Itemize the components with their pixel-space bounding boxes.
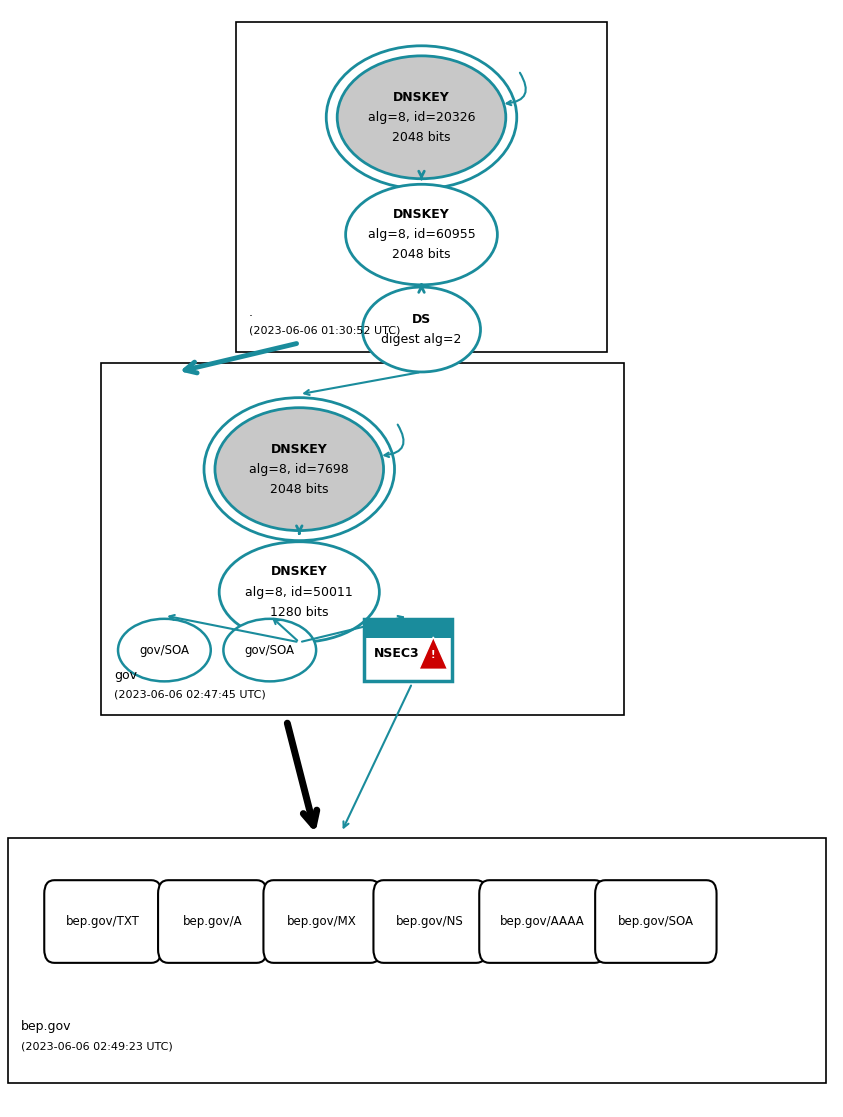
Text: bep.gov/NS: bep.gov/NS (396, 915, 464, 928)
Text: alg=8, id=50011: alg=8, id=50011 (245, 585, 353, 599)
Text: DS: DS (412, 313, 431, 326)
Text: gov/SOA: gov/SOA (139, 643, 190, 657)
Text: alg=8, id=60955: alg=8, id=60955 (368, 228, 475, 241)
FancyBboxPatch shape (158, 880, 266, 963)
Text: NSEC3: NSEC3 (374, 647, 420, 660)
Text: 2048 bits: 2048 bits (392, 248, 451, 261)
Ellipse shape (337, 56, 506, 179)
Text: (2023-06-06 02:47:45 UTC): (2023-06-06 02:47:45 UTC) (114, 689, 266, 699)
Text: 2048 bits: 2048 bits (270, 483, 329, 496)
Ellipse shape (362, 287, 481, 372)
Text: (2023-06-06 01:30:52 UTC): (2023-06-06 01:30:52 UTC) (249, 326, 400, 336)
FancyBboxPatch shape (364, 619, 452, 681)
Polygon shape (419, 637, 448, 669)
Text: bep.gov/TXT: bep.gov/TXT (66, 915, 140, 928)
FancyBboxPatch shape (364, 619, 452, 638)
Text: gov: gov (114, 669, 137, 682)
Text: DNSKEY: DNSKEY (393, 208, 450, 221)
Text: alg=8, id=7698: alg=8, id=7698 (250, 462, 349, 476)
Text: bep.gov: bep.gov (21, 1020, 72, 1033)
Text: DNSKEY: DNSKEY (393, 90, 450, 104)
Text: bep.gov/SOA: bep.gov/SOA (618, 915, 694, 928)
FancyBboxPatch shape (45, 880, 162, 963)
Text: (2023-06-06 02:49:23 UTC): (2023-06-06 02:49:23 UTC) (21, 1042, 173, 1052)
Text: !: ! (431, 650, 436, 660)
Ellipse shape (215, 408, 384, 531)
FancyBboxPatch shape (595, 880, 717, 963)
Text: alg=8, id=20326: alg=8, id=20326 (368, 111, 475, 124)
Text: .: . (249, 306, 253, 319)
FancyBboxPatch shape (8, 838, 826, 1083)
Ellipse shape (223, 619, 316, 681)
Text: DNSKEY: DNSKEY (271, 565, 328, 579)
Ellipse shape (118, 619, 211, 681)
Text: bep.gov/AAAA: bep.gov/AAAA (500, 915, 584, 928)
Text: bep.gov/MX: bep.gov/MX (287, 915, 357, 928)
Text: digest alg=2: digest alg=2 (381, 333, 462, 346)
Ellipse shape (346, 184, 497, 285)
Text: 1280 bits: 1280 bits (270, 605, 329, 619)
FancyBboxPatch shape (373, 880, 486, 963)
FancyBboxPatch shape (101, 363, 624, 715)
FancyBboxPatch shape (479, 880, 605, 963)
Text: bep.gov/A: bep.gov/A (183, 915, 242, 928)
FancyBboxPatch shape (263, 880, 381, 963)
Ellipse shape (219, 542, 379, 642)
Text: DNSKEY: DNSKEY (271, 442, 328, 456)
FancyBboxPatch shape (236, 22, 607, 352)
Text: 2048 bits: 2048 bits (392, 131, 451, 144)
Text: gov/SOA: gov/SOA (244, 643, 295, 657)
